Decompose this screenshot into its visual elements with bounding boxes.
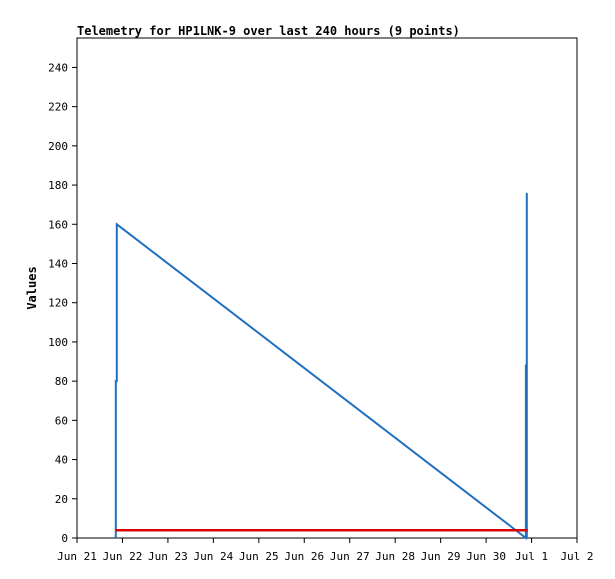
y-tick-label: 80 [55,375,68,388]
x-tick-label: Jun 29 [421,550,461,563]
y-tick-label: 20 [55,493,68,506]
series-line-1 [114,192,528,541]
x-tick-label: Jun 24 [193,550,233,563]
x-tick-label: Jun 27 [330,550,370,563]
y-tick-label: 120 [48,297,68,310]
x-tick-label: Jun 30 [466,550,506,563]
chart-title: Telemetry for HP1LNK-9 over last 240 hou… [77,24,460,38]
y-tick-label: 60 [55,414,68,427]
y-axis: 0 20 40 60 80 100 120 140 160 180 200 220 240 [48,61,77,545]
y-tick-label: 100 [48,336,68,349]
y-tick-label: 140 [48,257,68,270]
y-tick-label: 200 [48,140,68,153]
x-tick-label: Jul 1 [515,550,548,563]
x-tick-label: Jul 2 [560,550,593,563]
y-tick-label: 40 [55,454,68,467]
x-tick-label: Jun 25 [239,550,279,563]
y-tick-label: 180 [48,179,68,192]
y-tick-label: 240 [48,61,68,74]
y-tick-label: 220 [48,101,68,114]
x-axis: Jun 21 Jun 22 Jun 23 Jun 24 Jun 25 Jun 26 Jun … [57,538,594,563]
x-tick-label: Jun 23 [148,550,188,563]
x-tick-label: Jun 22 [103,550,143,563]
y-axis-label: Values [25,266,39,309]
x-tick-label: Jun 21 [57,550,97,563]
y-tick-label: 0 [61,532,68,545]
x-tick-label: Jun 28 [375,550,415,563]
x-tick-label: Jun 26 [284,550,324,563]
series-group [114,192,528,541]
y-tick-label: 160 [48,218,68,231]
plot-frame [76,37,578,539]
